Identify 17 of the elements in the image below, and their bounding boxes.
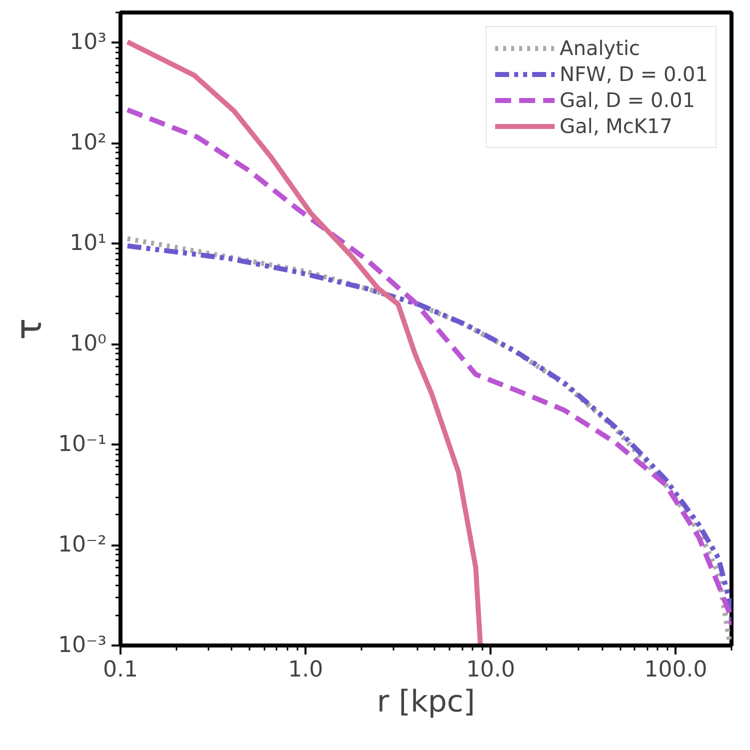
- x-tick-label: 0.1: [103, 658, 138, 682]
- legend-label: NFW, D = 0.01: [560, 61, 708, 87]
- legend-label: Analytic: [560, 35, 640, 61]
- x-tick-label: 10.0: [466, 658, 516, 682]
- x-axis-title: r [kpc]: [376, 684, 476, 720]
- y-tick-label: 10¹: [70, 231, 107, 256]
- y-tick-label: 10⁰: [70, 332, 107, 357]
- legend-label: Gal, McK17: [560, 113, 672, 139]
- y-tick-label: 10⁻²: [58, 532, 107, 558]
- legend-label: Gal, D = 0.01: [560, 87, 696, 113]
- y-axis-title: τ: [9, 318, 50, 340]
- x-tick-label: 100.0: [644, 658, 708, 682]
- y-tick-label: 10³: [70, 30, 107, 56]
- y-tick-label: 10²: [70, 130, 107, 156]
- x-tick-label: 1.0: [288, 658, 324, 682]
- y-tick-label: 10⁻³: [58, 633, 107, 658]
- y-tick-label: 10⁻¹: [58, 432, 107, 458]
